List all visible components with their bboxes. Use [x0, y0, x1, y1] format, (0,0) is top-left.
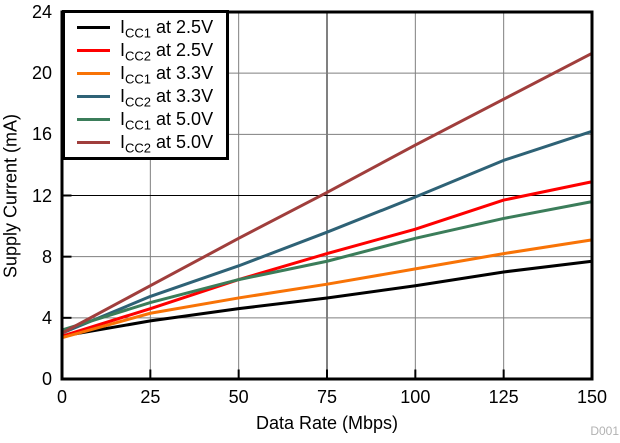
legend-label: ICC2 at 2.5V — [120, 39, 214, 64]
legend-swatch — [77, 95, 110, 99]
legend-label: ICC2 at 5.0V — [120, 132, 214, 156]
y-tick-label: 4 — [41, 307, 52, 328]
series-line-1 — [61, 180, 593, 338]
x-tick-label: 50 — [228, 387, 249, 407]
legend-row-5: ICC2 at 5.0V — [65, 132, 226, 156]
x-tick-label: 125 — [488, 387, 519, 407]
y-tick-label: 12 — [31, 185, 52, 206]
legend-swatch — [77, 118, 110, 122]
legend-label: ICC1 at 3.3V — [120, 62, 214, 87]
series-line-0 — [61, 259, 593, 338]
legend-row-0: ICC1 at 2.5V — [65, 16, 226, 41]
legend-row-1: ICC2 at 2.5V — [65, 39, 226, 64]
legend-label: ICC2 at 3.3V — [120, 86, 214, 110]
legend-swatch — [77, 25, 110, 29]
legend-row-4: ICC1 at 5.0V — [65, 109, 226, 133]
legend-label: ICC1 at 5.0V — [120, 109, 214, 133]
legend-label: ICC1 at 2.5V — [120, 16, 214, 41]
x-tick-label: 100 — [400, 387, 431, 407]
series-line-3 — [61, 129, 593, 335]
series-line-2 — [61, 238, 593, 340]
figure-id-watermark: D001 — [590, 424, 619, 438]
y-tick-label: 8 — [41, 246, 52, 267]
plot-frame — [60, 10, 594, 381]
legend-row-2: ICC1 at 3.3V — [65, 62, 226, 87]
x-tick-label: 150 — [576, 387, 608, 407]
legend: ICC1 at 2.5V ICC2 at 2.5V ICC1 at 3.3V ICC2… — [62, 10, 229, 160]
x-tick-label: 0 — [56, 387, 67, 407]
legend-swatch — [77, 141, 110, 145]
y-tick-label: 20 — [31, 63, 52, 84]
x-tick-label: 25 — [140, 387, 161, 407]
x-axis-title: Data Rate (Mbps) — [255, 413, 399, 433]
series-line-5 — [61, 51, 593, 335]
legend-swatch — [77, 48, 110, 52]
x-tick-label: 75 — [316, 387, 338, 407]
y-tick-label: 24 — [31, 2, 52, 22]
y-tick-label: 16 — [31, 124, 52, 145]
y-tick-label: 0 — [41, 369, 52, 389]
series-line-4 — [61, 200, 593, 332]
legend-row-3: ICC2 at 3.3V — [65, 86, 226, 110]
legend-swatch — [77, 71, 110, 75]
